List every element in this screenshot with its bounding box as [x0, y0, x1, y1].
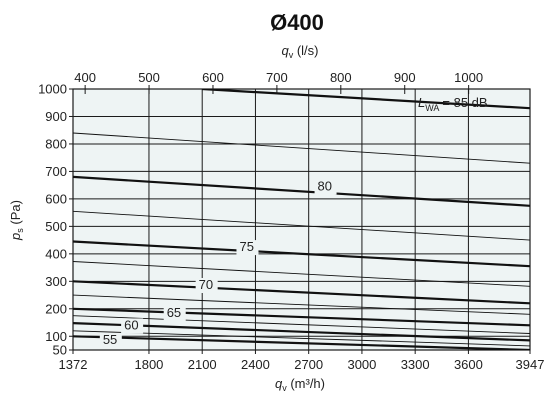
curve-label-65: 65: [167, 305, 181, 320]
curve-minor: [73, 210, 530, 241]
curve-minor: [73, 261, 530, 287]
curve-label-80: 80: [318, 179, 332, 194]
curve-labels-layer: 55 60 65 70 75 80: [99, 179, 337, 348]
curve-60: [73, 322, 530, 342]
curve-label-60: 60: [124, 317, 138, 332]
x-tick-label: 3600: [454, 357, 483, 372]
x-tick-label: 1800: [134, 357, 163, 372]
curve-minor: [73, 132, 530, 164]
curve-label-75: 75: [239, 239, 253, 254]
x-tick-label: 1372: [59, 357, 88, 372]
curve-65: [73, 307, 530, 327]
x-tick-label: 2100: [188, 357, 217, 372]
y-tick-label: 200: [45, 301, 67, 316]
curve-85: [202, 89, 530, 110]
curve-label-70: 70: [199, 277, 213, 292]
y-tick-label: 600: [45, 191, 67, 206]
top-tick-label: 600: [202, 70, 224, 85]
grid-lines: [73, 89, 530, 350]
curve-55: [73, 335, 530, 350]
y-tick-label: 50: [53, 343, 67, 358]
bottom-axis-label: qv (m³/h): [275, 376, 325, 393]
y-tick-label: 700: [45, 164, 67, 179]
curves-layer: [73, 89, 530, 350]
y-tick-label: 400: [45, 246, 67, 261]
lwa-label: LWA = 85 dB: [418, 95, 488, 113]
curve-label-bg: [236, 240, 259, 256]
curve-minor: [73, 315, 530, 334]
curve-label-bg: [99, 332, 122, 348]
axes-layer: 1372 1800 2100 2400 2700 3000 3300 3600 3947 400 5…: [38, 70, 544, 372]
x-tick-label: 3000: [347, 357, 376, 372]
chart-title: Ø400: [270, 10, 324, 35]
curve-75: [73, 240, 530, 268]
y-tick-label: 1000: [38, 82, 67, 97]
curve-minor: [73, 330, 530, 347]
curve-label-55: 55: [103, 332, 117, 347]
top-tick-label: 700: [266, 70, 288, 85]
top-tick-label: 500: [138, 70, 160, 85]
x-tick-label: 3300: [401, 357, 430, 372]
curve-label-bg: [195, 278, 218, 294]
curve-label-bg: [314, 179, 337, 195]
y-tick-label: 900: [45, 109, 67, 124]
top-tick-label: 400: [74, 70, 96, 85]
y-tick-label: 500: [45, 219, 67, 234]
y-tick-label: 100: [45, 329, 67, 344]
top-tick-label: 800: [330, 70, 352, 85]
y-tick-label: 800: [45, 136, 67, 151]
curve-80: [73, 175, 530, 207]
x-tick-label: 2400: [241, 357, 270, 372]
y-axis-label: ps (Pa): [8, 200, 25, 241]
curve-label-bg: [121, 318, 144, 334]
y-tick-label: 300: [45, 274, 67, 289]
top-tick-label: 1000: [454, 70, 483, 85]
x-tick-label: 2700: [294, 357, 323, 372]
curve-minor: [73, 294, 530, 315]
top-axis-label: qv (l/s): [281, 43, 318, 60]
curve-70: [73, 280, 530, 305]
curve-label-bg: [163, 306, 186, 322]
top-tick-label: 900: [394, 70, 416, 85]
x-tick-label: 3947: [516, 357, 545, 372]
